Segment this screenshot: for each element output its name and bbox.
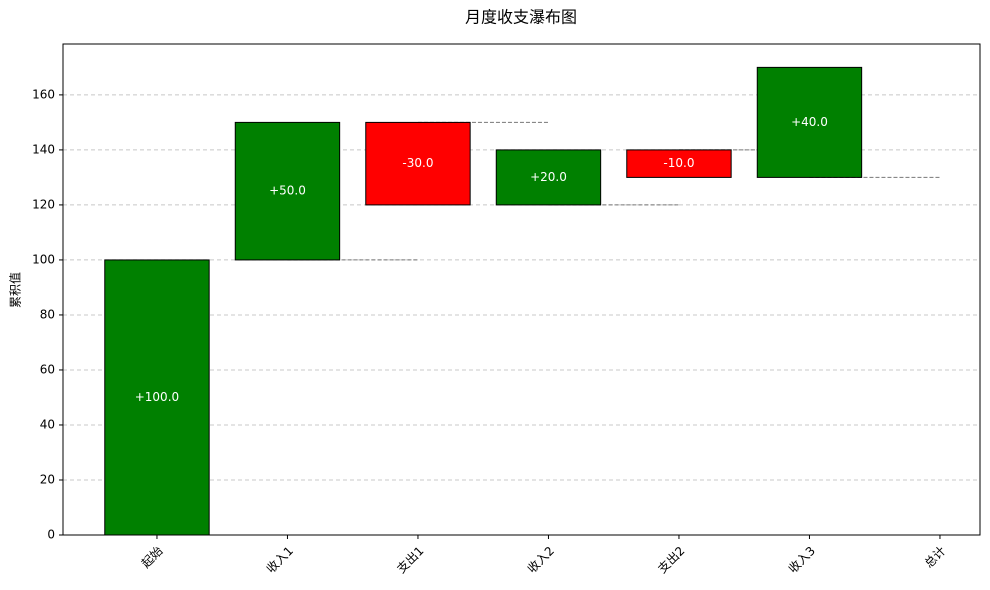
y-tick-label: 160 (32, 87, 55, 101)
value-label: +20.0 (530, 170, 567, 184)
y-tick-label: 140 (32, 142, 55, 156)
value-label: -10.0 (663, 156, 694, 170)
x-tick-label: 起始 (139, 544, 166, 571)
value-label: +40.0 (791, 115, 828, 129)
y-tick-label: 20 (40, 472, 55, 486)
y-tick-label: 80 (40, 307, 55, 321)
bar (104, 259, 210, 536)
bar (626, 149, 732, 178)
x-tick-label: 收入2 (525, 544, 557, 576)
y-tick-label: 120 (32, 197, 55, 211)
x-tick-label: 收入1 (264, 544, 296, 576)
y-tick-label: 60 (40, 362, 55, 376)
chart-title: 月度收支瀑布图 (465, 8, 577, 27)
bar (756, 66, 863, 178)
x-tick-label: 支出1 (394, 544, 426, 576)
value-label: -30.0 (402, 156, 433, 170)
bar (495, 149, 602, 206)
plot-frame (62, 43, 981, 536)
bar (365, 121, 471, 206)
bar (234, 121, 341, 261)
value-label: +50.0 (269, 184, 306, 198)
x-tick-label: 支出2 (655, 544, 687, 576)
x-tick-label: 总计 (922, 544, 949, 571)
y-tick-label: 40 (40, 417, 55, 431)
x-tick-label: 收入3 (786, 544, 818, 576)
value-label: +100.0 (135, 390, 179, 404)
y-tick-label: 0 (47, 528, 55, 542)
y-tick-label: 100 (32, 252, 55, 266)
y-axis-label: 累积值 (8, 272, 23, 308)
